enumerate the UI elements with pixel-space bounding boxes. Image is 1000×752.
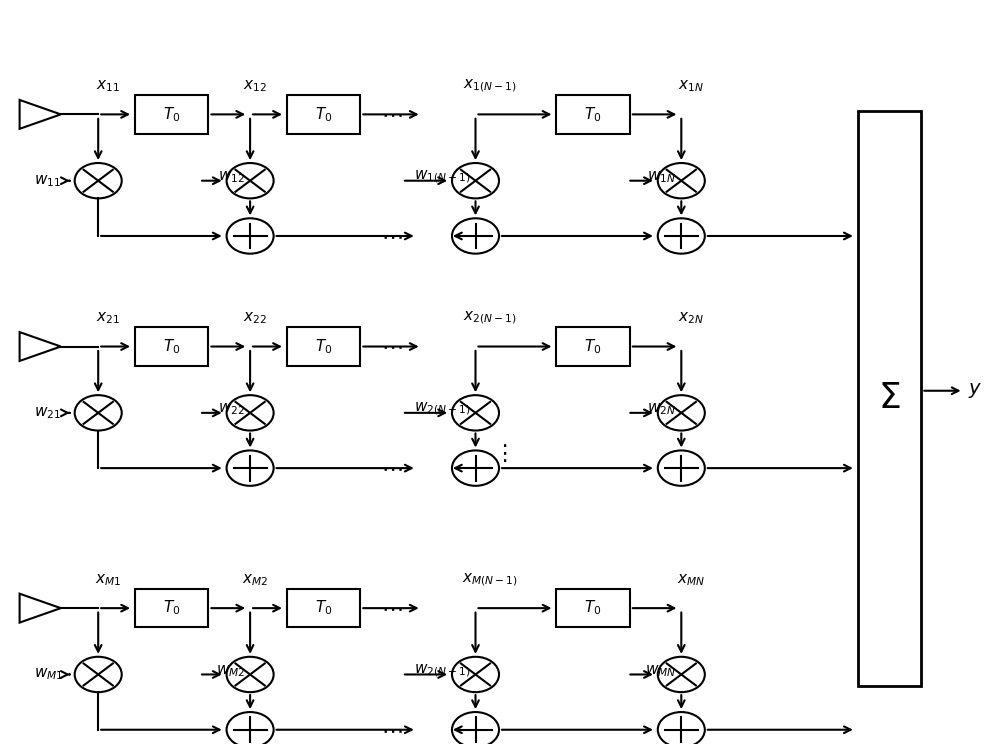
Text: $x_{22}$: $x_{22}$ (243, 310, 267, 326)
Bar (858, 111, 921, 686)
Text: $w_{1(N-1)}$: $w_{1(N-1)}$ (414, 168, 471, 185)
Text: $\cdots$: $\cdots$ (381, 105, 403, 124)
Text: $x_{M2}$: $x_{M2}$ (242, 572, 268, 587)
Text: $\cdots$: $\cdots$ (381, 720, 403, 740)
Text: $x_{21}$: $x_{21}$ (96, 310, 120, 326)
Text: $w_{M2}$: $w_{M2}$ (216, 663, 245, 678)
Polygon shape (20, 332, 61, 361)
Circle shape (227, 395, 274, 431)
Text: $w_{22}$: $w_{22}$ (218, 402, 245, 417)
Text: $T_0$: $T_0$ (163, 337, 180, 356)
Circle shape (452, 450, 499, 486)
Text: $x_{MN}$: $x_{MN}$ (677, 572, 705, 587)
Text: $T_0$: $T_0$ (584, 105, 602, 124)
Circle shape (658, 395, 705, 431)
Text: $T_0$: $T_0$ (315, 337, 332, 356)
Text: $T_0$: $T_0$ (584, 337, 602, 356)
Circle shape (227, 712, 274, 747)
Text: $x_{M(N-1)}$: $x_{M(N-1)}$ (462, 571, 518, 587)
Circle shape (658, 163, 705, 199)
Bar (135, 589, 208, 627)
Text: $\vdots$: $\vdots$ (493, 442, 507, 465)
Text: $x_{1(N-1)}$: $x_{1(N-1)}$ (463, 77, 517, 94)
Circle shape (452, 395, 499, 431)
Bar (135, 96, 208, 134)
Circle shape (75, 656, 122, 692)
Circle shape (227, 218, 274, 253)
Circle shape (452, 218, 499, 253)
Text: $\cdots$: $\cdots$ (381, 458, 403, 478)
Text: $w_{MN}$: $w_{MN}$ (645, 663, 676, 678)
Text: $w_{2N}$: $w_{2N}$ (647, 402, 676, 417)
Circle shape (227, 163, 274, 199)
Circle shape (75, 395, 122, 431)
Text: $w_{M1}$: $w_{M1}$ (34, 666, 64, 682)
Text: $w_{2(N-1)}$: $w_{2(N-1)}$ (414, 401, 471, 417)
Text: $\cdots$: $\cdots$ (381, 337, 403, 356)
Bar (287, 327, 360, 365)
Text: $x_{2N}$: $x_{2N}$ (678, 310, 704, 326)
Text: $x_{11}$: $x_{11}$ (96, 78, 120, 94)
Bar (287, 589, 360, 627)
Bar (556, 589, 630, 627)
Circle shape (227, 450, 274, 486)
Circle shape (658, 656, 705, 692)
Text: $T_0$: $T_0$ (163, 105, 180, 124)
Circle shape (75, 163, 122, 199)
Text: $w_{11}$: $w_{11}$ (34, 173, 61, 189)
Circle shape (658, 450, 705, 486)
Text: $w_{12}$: $w_{12}$ (218, 169, 245, 185)
Polygon shape (20, 100, 61, 129)
Circle shape (452, 163, 499, 199)
Circle shape (658, 218, 705, 253)
Polygon shape (20, 593, 61, 623)
Bar (556, 327, 630, 365)
Text: $\Sigma$: $\Sigma$ (878, 381, 901, 415)
Text: $x_{12}$: $x_{12}$ (243, 78, 267, 94)
Text: $T_0$: $T_0$ (315, 105, 332, 124)
Text: $\cdots$: $\cdots$ (381, 598, 403, 618)
Bar (287, 96, 360, 134)
Text: $x_{1N}$: $x_{1N}$ (678, 78, 704, 94)
Circle shape (227, 656, 274, 692)
Text: $y$: $y$ (968, 381, 982, 400)
Text: $\cdots$: $\cdots$ (381, 226, 403, 246)
Circle shape (452, 712, 499, 747)
Text: $x_{2(N-1)}$: $x_{2(N-1)}$ (463, 309, 517, 326)
Circle shape (452, 656, 499, 692)
Text: $T_0$: $T_0$ (584, 599, 602, 617)
Text: $x_{M1}$: $x_{M1}$ (95, 572, 121, 587)
Text: $w_{21}$: $w_{21}$ (34, 405, 61, 420)
Text: $T_0$: $T_0$ (163, 599, 180, 617)
Text: $w_{1N}$: $w_{1N}$ (647, 169, 676, 185)
Circle shape (658, 712, 705, 747)
Bar (556, 96, 630, 134)
Text: $w_{2(N-1)}$: $w_{2(N-1)}$ (414, 663, 471, 679)
Bar (135, 327, 208, 365)
Text: $T_0$: $T_0$ (315, 599, 332, 617)
